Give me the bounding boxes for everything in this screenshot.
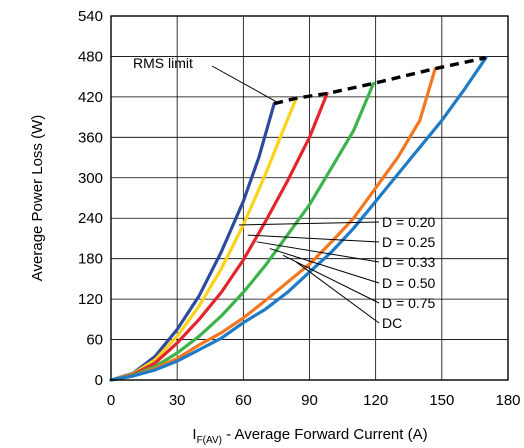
annotation-label: D = 0.75 (382, 295, 436, 311)
annotation-label: DC (382, 315, 402, 331)
y-tick-label: 300 (78, 170, 103, 187)
annotation-leader (248, 235, 379, 242)
y-tick-label: 420 (78, 89, 103, 106)
series-line-d-0-20 (111, 104, 274, 380)
annotation-label: D = 0.33 (382, 254, 436, 270)
rms-limit-leader (212, 66, 276, 102)
y-tick-label: 360 (78, 129, 103, 146)
annotation-label: D = 0.50 (382, 275, 436, 291)
x-tick-label: 120 (363, 392, 388, 409)
x-axis-label-text: - Average Forward Current (A) (222, 426, 428, 443)
y-tick-label: 60 (86, 332, 103, 349)
rms-limit-label: RMS limit (133, 55, 193, 71)
annotation-leader (296, 262, 379, 323)
annotation-leader (270, 249, 379, 283)
x-tick-label: 30 (169, 392, 186, 409)
annotations: RMS limit D = 0.20 D = 0.25 D = 0.33 D = 0.5… (133, 55, 436, 331)
y-tick-label: 240 (78, 210, 103, 227)
x-axis-label: IF(AV) - Average Forward Current (A) (192, 426, 427, 446)
x-tick-label: 180 (495, 392, 520, 409)
y-tick-label: 540 (78, 8, 103, 25)
series-line-d-0-25 (111, 98, 296, 380)
y-tick-label: 480 (78, 48, 103, 65)
x-tick-label: 60 (235, 392, 252, 409)
x-axis-label-subscript: F(AV) (197, 435, 222, 446)
annotation-label: D = 0.25 (382, 234, 436, 250)
series-line-d-0-33 (111, 94, 327, 381)
y-tick-label: 0 (95, 372, 103, 389)
y-tick-label: 120 (78, 291, 103, 308)
x-tick-label: 90 (301, 392, 318, 409)
y-axis-label: Average Power Loss (W) (29, 115, 46, 281)
x-tick-label: 0 (107, 392, 115, 409)
annotation-label: D = 0.20 (382, 214, 436, 230)
x-tick-label: 150 (429, 392, 454, 409)
series-line-d-0-50 (111, 83, 374, 380)
y-tick-label: 180 (78, 251, 103, 268)
